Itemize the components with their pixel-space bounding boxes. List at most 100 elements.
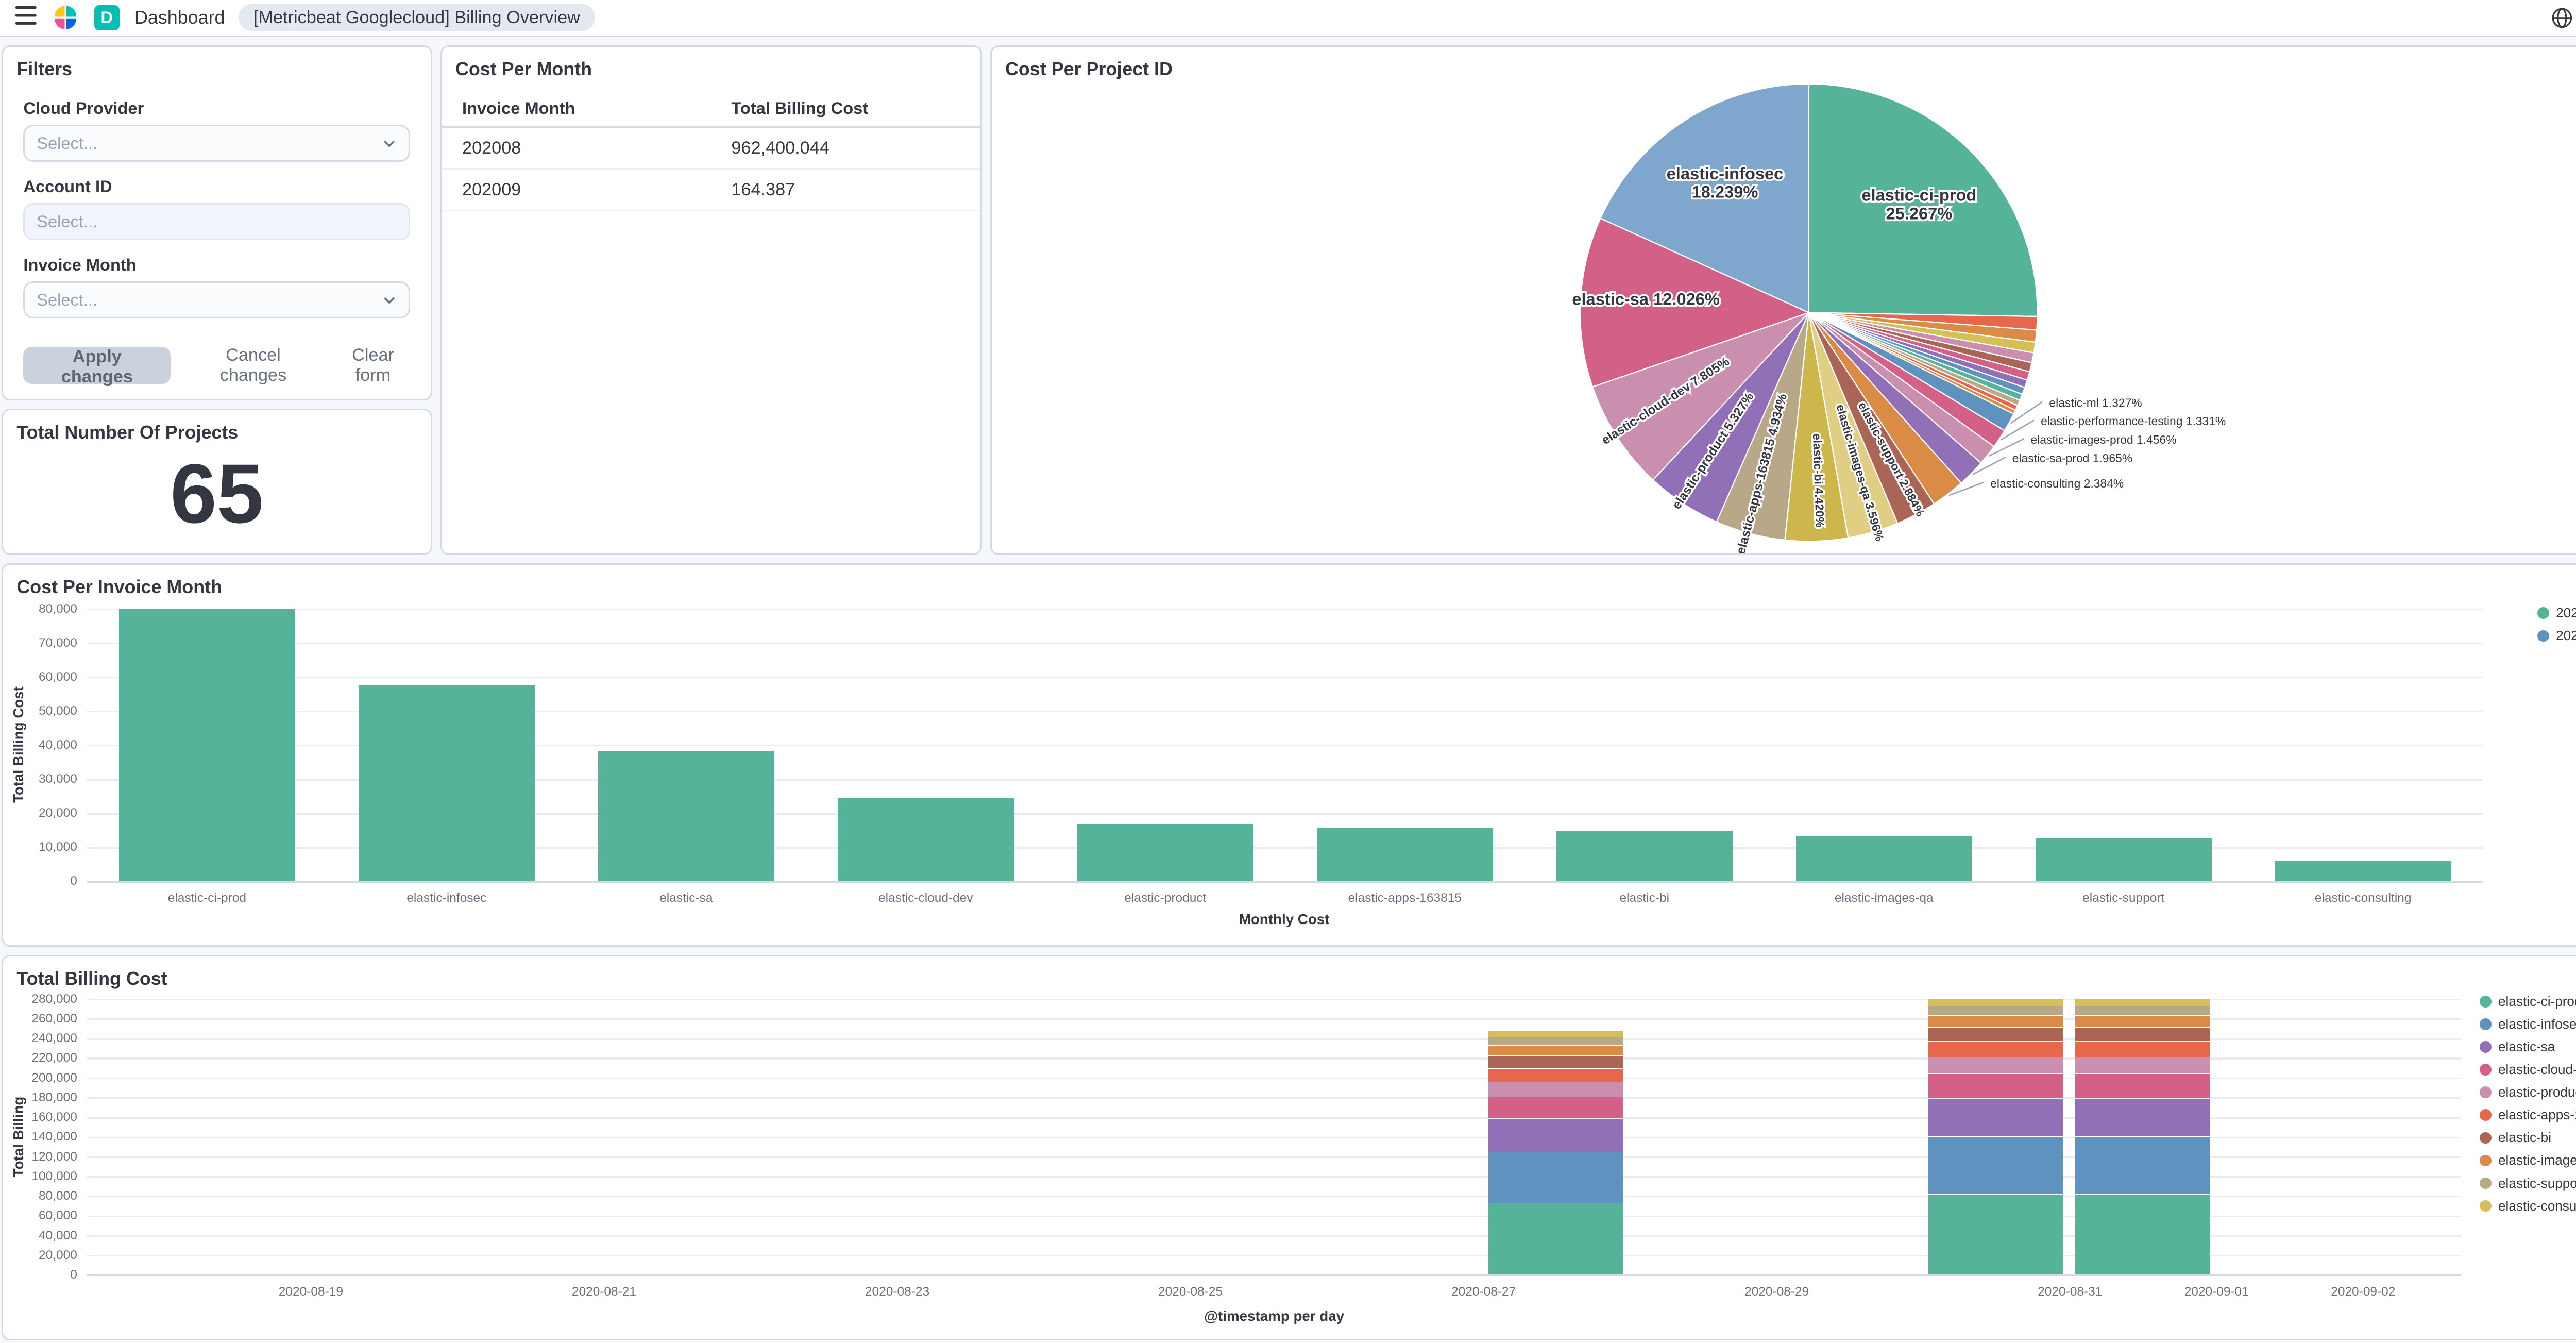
y-axis-tick-label: 80,000 <box>38 1188 77 1203</box>
stack-segment-elastic-consulting[interactable] <box>2075 998 2210 1006</box>
column-header[interactable]: Total Billing Cost <box>731 98 869 117</box>
stack-segment-elastic-images-qa[interactable] <box>2075 1016 2210 1028</box>
column-header[interactable]: Invoice Month <box>462 98 575 117</box>
gridline <box>87 1018 2461 1020</box>
legend-item-202009[interactable]: 202009 <box>2537 628 2576 644</box>
invoice-month-select[interactable]: Select... <box>23 281 411 318</box>
bar-elastic-apps-163815[interactable] <box>1316 827 1494 881</box>
stack-segment-elastic-sa[interactable] <box>1928 1099 2063 1136</box>
legend-item-label: 202008 <box>2556 605 2576 621</box>
gridline <box>87 608 2483 611</box>
bar-elastic-support[interactable] <box>2035 837 2212 881</box>
stack-segment-elastic-product[interactable] <box>1928 1057 2063 1073</box>
legend-item-elastic-sa[interactable]: elastic-sa <box>2480 1039 2555 1055</box>
x-axis-tick-label: 2020-08-27 <box>1451 1284 1516 1299</box>
bar-elastic-ci-prod[interactable] <box>118 608 296 881</box>
y-axis-tick-label: 40,000 <box>38 1228 77 1243</box>
stack-segment-elastic-product[interactable] <box>2075 1057 2210 1073</box>
bar-elastic-bi[interactable] <box>1556 831 1733 881</box>
placeholder-text: Select... <box>37 290 98 310</box>
stack-segment-elastic-cloud-dev[interactable] <box>2075 1074 2210 1098</box>
stack-segment-elastic-infosec[interactable] <box>2075 1136 2210 1195</box>
gridline <box>87 847 2483 849</box>
x-axis-category-label: elastic-consulting <box>2314 891 2412 905</box>
gridline <box>87 813 2483 815</box>
pie-slice-elastic-product[interactable] <box>1652 312 1809 523</box>
stack-segment-elastic-support[interactable] <box>1928 1006 2063 1016</box>
bar-elastic-consulting[interactable] <box>2275 861 2452 881</box>
cost-per-month-panel: Cost Per Month Invoice Month Total Billin… <box>440 45 982 555</box>
legend-item-elastic-support[interactable]: elastic-support <box>2480 1176 2576 1191</box>
stack-segment-elastic-apps-163815[interactable] <box>1488 1068 1623 1082</box>
breadcrumb-current: [Metricbeat Googlecloud] Billing Overvie… <box>238 4 596 31</box>
stack-segment-elastic-bi[interactable] <box>1488 1056 1623 1068</box>
pie-slice-elastic-cloud-dev[interactable] <box>1591 312 1809 481</box>
stack-segment-elastic-support[interactable] <box>2075 1006 2210 1016</box>
legend-item-elastic-apps-163815[interactable]: elastic-apps-163815 <box>2480 1107 2576 1123</box>
legend-item-elastic-bi[interactable]: elastic-bi <box>2480 1130 2551 1146</box>
legend-item-elastic-images-qa[interactable]: elastic-images-qa <box>2480 1152 2576 1168</box>
legend-item-elastic-product[interactable]: elastic-product <box>2480 1084 2576 1100</box>
stack-segment-elastic-apps-163815[interactable] <box>1928 1042 2063 1057</box>
pie-callout-line <box>2010 401 2043 424</box>
legend-item-label: elastic-bi <box>2498 1130 2551 1146</box>
y-axis-tick-label: 40,000 <box>38 738 77 752</box>
legend-dot <box>2480 1132 2492 1144</box>
pie-slice-elastic-ci-prod[interactable] <box>1808 83 2038 317</box>
stack-segment-elastic-consulting[interactable] <box>1488 1030 1623 1037</box>
y-axis-tick-label: 50,000 <box>38 704 77 718</box>
apply-changes-button[interactable]: Apply changes <box>23 347 171 387</box>
stack-segment-elastic-infosec[interactable] <box>1488 1152 1623 1203</box>
total-projects-title: Total Number Of Projects <box>16 422 239 443</box>
x-axis-category-label: elastic-images-qa <box>1834 891 1934 905</box>
hamburger-icon <box>15 5 37 30</box>
cost-per-invoice-month-title: Cost Per Invoice Month <box>16 576 222 597</box>
breadcrumb-dashboard[interactable]: Dashboard <box>134 7 225 28</box>
x-axis-tick-label: 2020-09-02 <box>2331 1284 2396 1299</box>
pie-callout-label-elastic-performance-testing: elastic-performance-testing 1.331% <box>2041 414 2226 428</box>
legend-item-elastic-ci-prod[interactable]: elastic-ci-prod <box>2480 994 2576 1010</box>
stack-segment-elastic-ci-prod[interactable] <box>1488 1203 1623 1274</box>
legend-item-202008[interactable]: 202008 <box>2537 605 2576 621</box>
stack-segment-elastic-product[interactable] <box>1488 1082 1623 1097</box>
stack-segment-elastic-sa[interactable] <box>2075 1099 2210 1136</box>
legend-item-elastic-cloud-dev[interactable]: elastic-cloud-dev <box>2480 1062 2576 1078</box>
stack-segment-elastic-support[interactable] <box>1488 1037 1623 1046</box>
stack-segment-elastic-cloud-dev[interactable] <box>1928 1074 2063 1098</box>
stack-segment-elastic-images-qa[interactable] <box>1488 1046 1623 1056</box>
legend-dot <box>2480 996 2492 1008</box>
stack-segment-elastic-sa[interactable] <box>1488 1119 1623 1152</box>
cancel-changes-button[interactable]: Cancel changes <box>196 345 310 385</box>
account-id-input[interactable]: Select... <box>23 203 411 240</box>
pie-label-elastic-infosec: elastic-infosec 18.239% <box>1667 164 1784 202</box>
clear-form-button[interactable]: Clear form <box>336 345 411 385</box>
bar-elastic-images-qa[interactable] <box>1795 836 1973 881</box>
stack-segment-elastic-infosec[interactable] <box>1928 1136 2063 1195</box>
legend-dot <box>2480 1086 2492 1099</box>
stack-segment-elastic-apps-163815[interactable] <box>2075 1042 2210 1057</box>
menu-button[interactable] <box>15 5 37 30</box>
dashboard-app-icon[interactable]: D <box>94 5 120 30</box>
stack-segment-elastic-bi[interactable] <box>1928 1028 2063 1041</box>
stack-segment-elastic-images-qa[interactable] <box>1928 1016 2063 1028</box>
x-axis-category-label: elastic-apps-163815 <box>1348 891 1462 905</box>
stack-segment-elastic-bi[interactable] <box>2075 1028 2210 1041</box>
stack-segment-elastic-cloud-dev[interactable] <box>1488 1097 1623 1118</box>
globe-icon[interactable] <box>2550 6 2574 30</box>
cloud-provider-select[interactable]: Select... <box>23 124 411 162</box>
stack-segment-elastic-ci-prod[interactable] <box>2075 1195 2210 1274</box>
bar-elastic-product[interactable] <box>1077 824 1254 881</box>
bar-elastic-infosec[interactable] <box>358 685 535 881</box>
elastic-logo[interactable] <box>52 4 79 31</box>
stack-segment-elastic-consulting[interactable] <box>1928 998 2063 1006</box>
bar-elastic-cloud-dev[interactable] <box>837 797 1014 881</box>
pie-slice-elastic-infosec[interactable] <box>1599 83 1809 314</box>
legend-item-elastic-infosec[interactable]: elastic-infosec <box>2480 1016 2576 1032</box>
bar-elastic-sa[interactable] <box>598 751 775 881</box>
pie-slice-elastic-sa[interactable] <box>1579 217 1810 388</box>
legend-item-elastic-consulting[interactable]: elastic-consulting <box>2480 1198 2576 1214</box>
legend-item-label: elastic-sa <box>2498 1039 2555 1055</box>
legend-item-label: elastic-cloud-dev <box>2498 1062 2576 1078</box>
stack-segment-elastic-ci-prod[interactable] <box>1928 1195 2063 1274</box>
